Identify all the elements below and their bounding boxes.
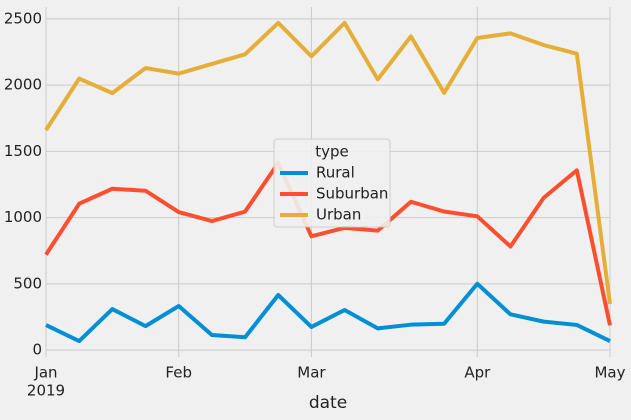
y-tick-label: 1000 <box>4 208 42 226</box>
year-label: 2019 <box>27 382 65 400</box>
legend-label: Urban <box>316 206 361 224</box>
y-tick-label: 2500 <box>4 9 42 27</box>
x-tick-label: Mar <box>297 364 326 382</box>
legend-title: type <box>315 143 349 161</box>
y-tick-label: 1500 <box>4 142 42 160</box>
series-line <box>44 20 612 305</box>
y-tick-label: 0 <box>32 341 42 359</box>
legend: type Rural Suburban Urban <box>273 138 391 228</box>
x-tick-label: May <box>594 364 625 382</box>
x-axis-label: date <box>309 393 347 413</box>
x-tick-label: Feb <box>165 364 192 382</box>
x-tick-label: Apr <box>464 364 491 382</box>
y-tick-label: 2000 <box>4 76 42 94</box>
x-tick-label: Jan <box>33 364 57 382</box>
legend-label: Suburban <box>316 185 388 203</box>
legend-box <box>273 138 391 228</box>
legend-label: Rural <box>316 164 355 182</box>
series-line <box>44 161 612 326</box>
y-tick-label: 500 <box>13 274 42 292</box>
series-line <box>45 281 611 344</box>
